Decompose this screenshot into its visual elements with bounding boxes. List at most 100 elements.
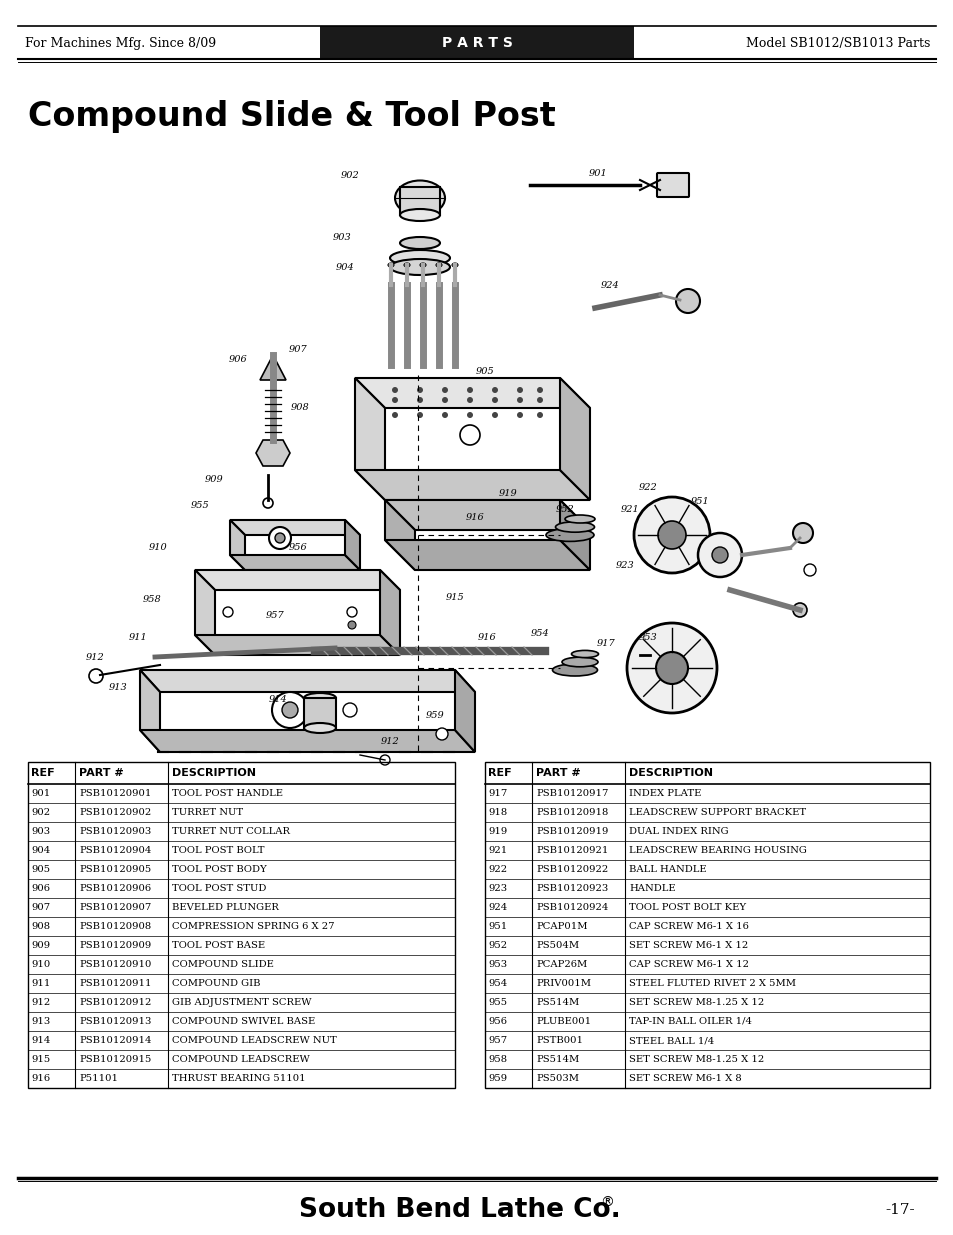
Text: 952: 952 [555, 505, 574, 515]
Text: PSB10120906: PSB10120906 [79, 884, 151, 893]
Text: 915: 915 [445, 594, 464, 603]
Text: 911: 911 [129, 634, 147, 642]
Text: 912: 912 [380, 737, 399, 746]
Text: 951: 951 [488, 923, 507, 931]
Text: STEEL FLUTED RIVET 2 X 5MM: STEEL FLUTED RIVET 2 X 5MM [628, 979, 795, 988]
Text: 951: 951 [690, 498, 709, 506]
Polygon shape [455, 671, 475, 752]
Polygon shape [255, 440, 290, 466]
Text: TURRET NUT COLLAR: TURRET NUT COLLAR [172, 827, 290, 836]
Circle shape [517, 396, 522, 403]
Polygon shape [140, 671, 160, 752]
Text: PSB10120923: PSB10120923 [536, 884, 608, 893]
Text: 954: 954 [530, 630, 549, 638]
Text: P A R T S: P A R T S [441, 36, 512, 49]
Circle shape [467, 387, 473, 393]
Text: 902: 902 [30, 808, 51, 818]
Text: TOOL POST BASE: TOOL POST BASE [172, 941, 265, 950]
Text: PSB10120915: PSB10120915 [79, 1055, 152, 1065]
FancyBboxPatch shape [657, 173, 688, 198]
Ellipse shape [304, 722, 335, 734]
Text: 919: 919 [498, 489, 517, 499]
Text: 913: 913 [30, 1016, 51, 1026]
Circle shape [711, 547, 727, 563]
Ellipse shape [552, 664, 597, 676]
Text: 958: 958 [143, 595, 161, 604]
Polygon shape [385, 500, 589, 530]
Text: 906: 906 [229, 356, 247, 364]
Polygon shape [559, 378, 589, 500]
Text: 906: 906 [30, 884, 50, 893]
Text: 916: 916 [30, 1074, 51, 1083]
Text: PSB10120907: PSB10120907 [79, 903, 152, 911]
Circle shape [634, 496, 709, 573]
Circle shape [223, 606, 233, 618]
Text: 918: 918 [488, 808, 507, 818]
Text: DESCRIPTION: DESCRIPTION [628, 768, 712, 778]
Text: 903: 903 [30, 827, 51, 836]
Text: PSTB001: PSTB001 [536, 1036, 582, 1045]
Ellipse shape [390, 249, 450, 266]
Text: COMPOUND SWIVEL BASE: COMPOUND SWIVEL BASE [172, 1016, 314, 1026]
Text: 924: 924 [488, 903, 507, 911]
Text: 959: 959 [488, 1074, 507, 1083]
Text: PSB10120924: PSB10120924 [536, 903, 608, 911]
Text: TOOL POST HANDLE: TOOL POST HANDLE [172, 789, 283, 798]
Text: 957: 957 [265, 610, 284, 620]
Text: 908: 908 [291, 404, 309, 412]
Text: 909: 909 [204, 475, 223, 484]
Text: COMPOUND GIB: COMPOUND GIB [172, 979, 260, 988]
Text: 902: 902 [340, 170, 359, 179]
Polygon shape [194, 635, 399, 655]
Text: 924: 924 [600, 280, 618, 289]
Circle shape [537, 387, 542, 393]
Circle shape [698, 534, 741, 577]
Polygon shape [385, 540, 589, 571]
Text: PSB10120913: PSB10120913 [79, 1016, 152, 1026]
Text: PSB10120911: PSB10120911 [79, 979, 152, 988]
Text: TOOL POST BOLT KEY: TOOL POST BOLT KEY [628, 903, 745, 911]
Circle shape [537, 412, 542, 417]
Text: 910: 910 [30, 960, 51, 969]
Text: 917: 917 [596, 638, 615, 647]
Text: PSB10120902: PSB10120902 [79, 808, 152, 818]
Ellipse shape [304, 693, 335, 703]
Text: 905: 905 [30, 864, 51, 874]
Ellipse shape [419, 263, 426, 267]
Circle shape [89, 669, 103, 683]
Circle shape [379, 755, 390, 764]
Circle shape [348, 621, 355, 629]
Circle shape [441, 396, 448, 403]
Text: 956: 956 [488, 1016, 506, 1026]
Polygon shape [260, 354, 286, 380]
Text: COMPOUND SLIDE: COMPOUND SLIDE [172, 960, 274, 969]
Text: PSB10120912: PSB10120912 [79, 998, 152, 1007]
Text: 922: 922 [488, 864, 507, 874]
Circle shape [803, 564, 815, 576]
Text: 959: 959 [425, 710, 444, 720]
Text: 954: 954 [488, 979, 507, 988]
Text: TOOL POST BODY: TOOL POST BODY [172, 864, 267, 874]
Text: 908: 908 [30, 923, 51, 931]
Circle shape [537, 396, 542, 403]
Text: PSB10120919: PSB10120919 [536, 827, 608, 836]
Text: 901: 901 [588, 169, 607, 179]
Ellipse shape [403, 263, 410, 267]
Text: Model SB1012/SB1013 Parts: Model SB1012/SB1013 Parts [745, 37, 929, 49]
Text: SET SCREW M8-1.25 X 12: SET SCREW M8-1.25 X 12 [628, 998, 763, 1007]
Text: 915: 915 [30, 1055, 51, 1065]
Ellipse shape [571, 651, 598, 657]
Circle shape [347, 606, 356, 618]
Text: 914: 914 [30, 1036, 51, 1045]
Circle shape [392, 387, 397, 393]
Circle shape [416, 396, 422, 403]
Ellipse shape [388, 263, 394, 267]
Polygon shape [345, 520, 359, 571]
Text: PSB10120905: PSB10120905 [79, 864, 152, 874]
Text: STEEL BALL 1/4: STEEL BALL 1/4 [628, 1036, 714, 1045]
Text: 923: 923 [615, 561, 634, 569]
Text: LEADSCREW SUPPORT BRACKET: LEADSCREW SUPPORT BRACKET [628, 808, 805, 818]
Text: PRIV001M: PRIV001M [536, 979, 590, 988]
Polygon shape [140, 671, 475, 692]
Polygon shape [385, 500, 415, 571]
